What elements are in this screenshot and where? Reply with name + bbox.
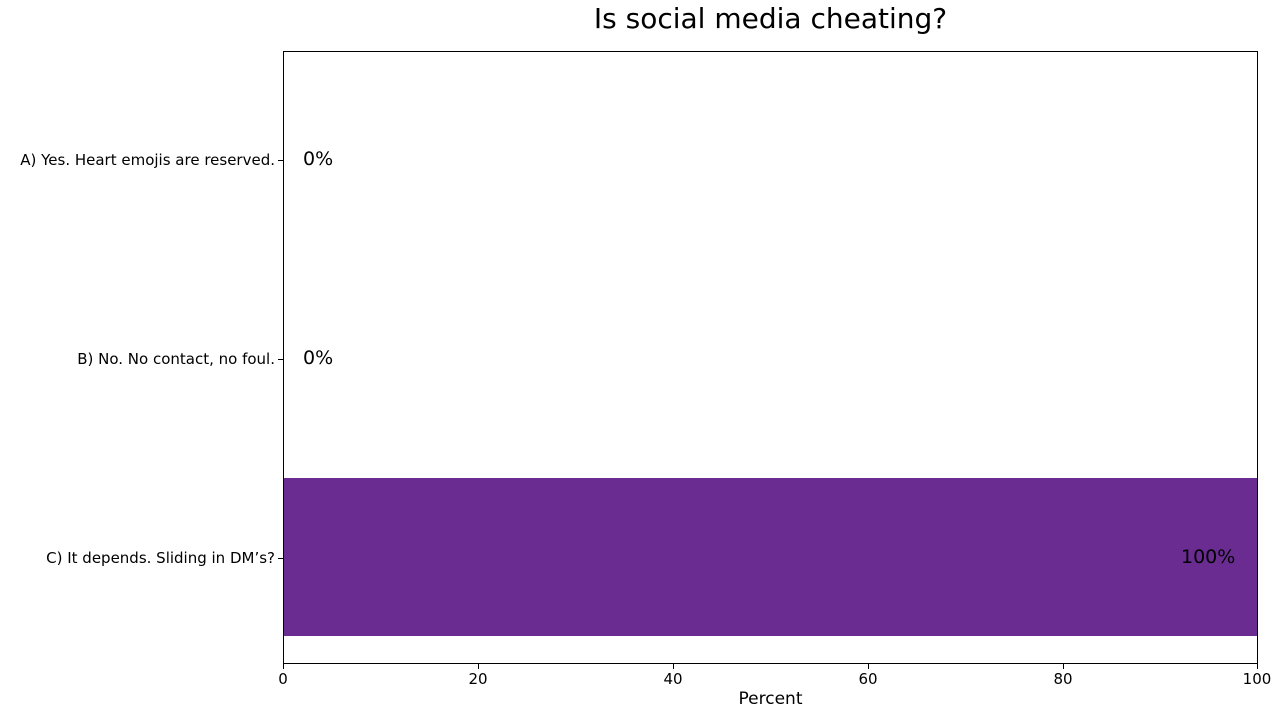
x-tick-label: 80 <box>1053 670 1073 688</box>
x-tick <box>283 664 284 669</box>
y-tick <box>278 558 283 559</box>
x-tick <box>478 664 479 669</box>
y-tick <box>278 160 283 161</box>
x-tick <box>1063 664 1064 669</box>
x-tick-label: 0 <box>278 670 288 688</box>
x-tick-label: 60 <box>858 670 878 688</box>
category-label-c: C) It depends. Sliding in DM’s? <box>46 549 275 567</box>
x-tick-label: 20 <box>468 670 488 688</box>
x-axis-label: Percent <box>738 689 803 709</box>
x-tick <box>673 664 674 669</box>
x-tick-label: 100 <box>1242 670 1272 688</box>
x-tick-label: 40 <box>663 670 683 688</box>
x-tick <box>1257 664 1258 669</box>
chart-title: Is social media cheating? <box>593 2 948 35</box>
bar-c <box>284 478 1257 636</box>
value-label-a: 0% <box>303 148 334 170</box>
category-label-b: B) No. No contact, no foul. <box>77 350 275 368</box>
y-tick <box>278 359 283 360</box>
plot-area <box>283 51 1258 664</box>
x-tick <box>868 664 869 669</box>
category-label-a: A) Yes. Heart emojis are reserved. <box>20 151 275 169</box>
value-label-c: 100% <box>1181 546 1236 568</box>
value-label-b: 0% <box>303 347 334 369</box>
